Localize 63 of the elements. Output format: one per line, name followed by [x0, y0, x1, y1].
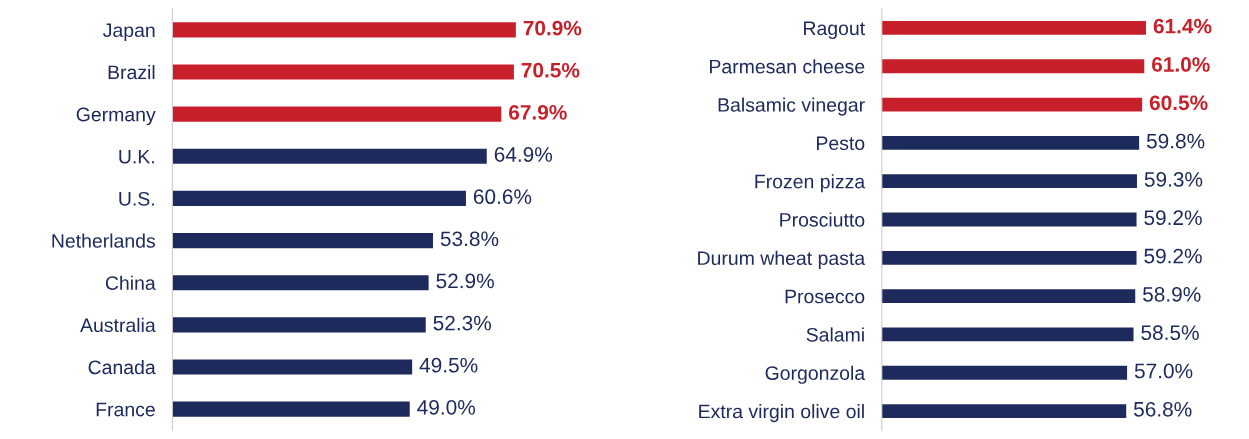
data-label: 59.8% — [1146, 133, 1205, 149]
bar — [172, 148, 487, 164]
y-tick-label: Prosciutto — [780, 212, 865, 227]
y-tick-label: Prosecco — [785, 289, 865, 304]
data-label: 61.0% — [1151, 57, 1210, 72]
data-label: 60.5% — [1149, 95, 1208, 111]
y-tick-label: Durum wheat pasta — [698, 250, 866, 269]
y-tick-label: Australia — [80, 317, 156, 333]
y-tick-label: U.K. — [119, 149, 154, 164]
y-tick-label: Brazil — [108, 64, 155, 80]
bar — [881, 97, 1143, 112]
bar — [881, 289, 1136, 304]
data-label: 64.9% — [494, 147, 553, 162]
data-label: 57.0% — [1134, 363, 1193, 379]
bar — [172, 190, 466, 207]
bar — [172, 106, 502, 122]
data-label: 70.5% — [521, 62, 580, 78]
data-label: 52.3% — [433, 315, 491, 331]
bar — [172, 359, 413, 375]
y-tick-label: China — [105, 275, 156, 290]
data-label: 58.5% — [1141, 325, 1199, 341]
bar — [881, 174, 1137, 189]
bar — [881, 59, 1145, 74]
y-tick-label: Japan — [103, 23, 155, 41]
y-tick-label: Ragout — [804, 21, 865, 40]
bar — [172, 22, 516, 38]
data-label: 59.3% — [1144, 172, 1203, 187]
data-label: 49.0% — [417, 399, 476, 415]
bar — [881, 21, 1147, 35]
data-label: 60.6% — [473, 189, 532, 205]
bar — [172, 64, 514, 80]
y-tick-label: Gorgonzola — [765, 365, 866, 384]
y-tick-label: Canada — [88, 359, 156, 375]
data-label: 52.9% — [436, 273, 494, 289]
data-label: 53.8% — [440, 231, 499, 247]
y-tick-label: U.S. — [119, 191, 154, 206]
bar — [881, 250, 1137, 265]
y-tick-label: Parmesan cheese — [710, 59, 865, 74]
y-tick-label: Extra virgin olive oil — [699, 404, 864, 423]
y-tick-label: Balsamic vinegar — [718, 97, 865, 116]
data-label: 59.2% — [1144, 210, 1202, 226]
data-label: 59.2% — [1144, 248, 1202, 264]
data-label: 58.9% — [1143, 286, 1201, 302]
bar — [172, 232, 433, 249]
bar — [881, 212, 1137, 227]
data-label: 70.9% — [523, 20, 582, 36]
y-tick-label: Netherlands — [52, 233, 155, 248]
data-label: 49.5% — [419, 357, 478, 373]
y-tick-label: Salami — [806, 327, 864, 342]
bar — [172, 401, 410, 417]
data-label: 67.9% — [509, 104, 567, 120]
data-label: 56.8% — [1133, 401, 1192, 417]
bar — [881, 327, 1134, 342]
bar — [172, 317, 426, 333]
y-tick-label: Pesto — [817, 136, 865, 151]
bar — [881, 365, 1128, 380]
y-tick-label: Frozen pizza — [755, 174, 866, 193]
y-tick-label: Germany — [76, 107, 156, 126]
bar — [172, 275, 429, 291]
bar — [881, 135, 1140, 150]
bar — [881, 404, 1127, 418]
y-tick-label: France — [96, 402, 155, 417]
data-label: 61.4% — [1153, 18, 1212, 34]
